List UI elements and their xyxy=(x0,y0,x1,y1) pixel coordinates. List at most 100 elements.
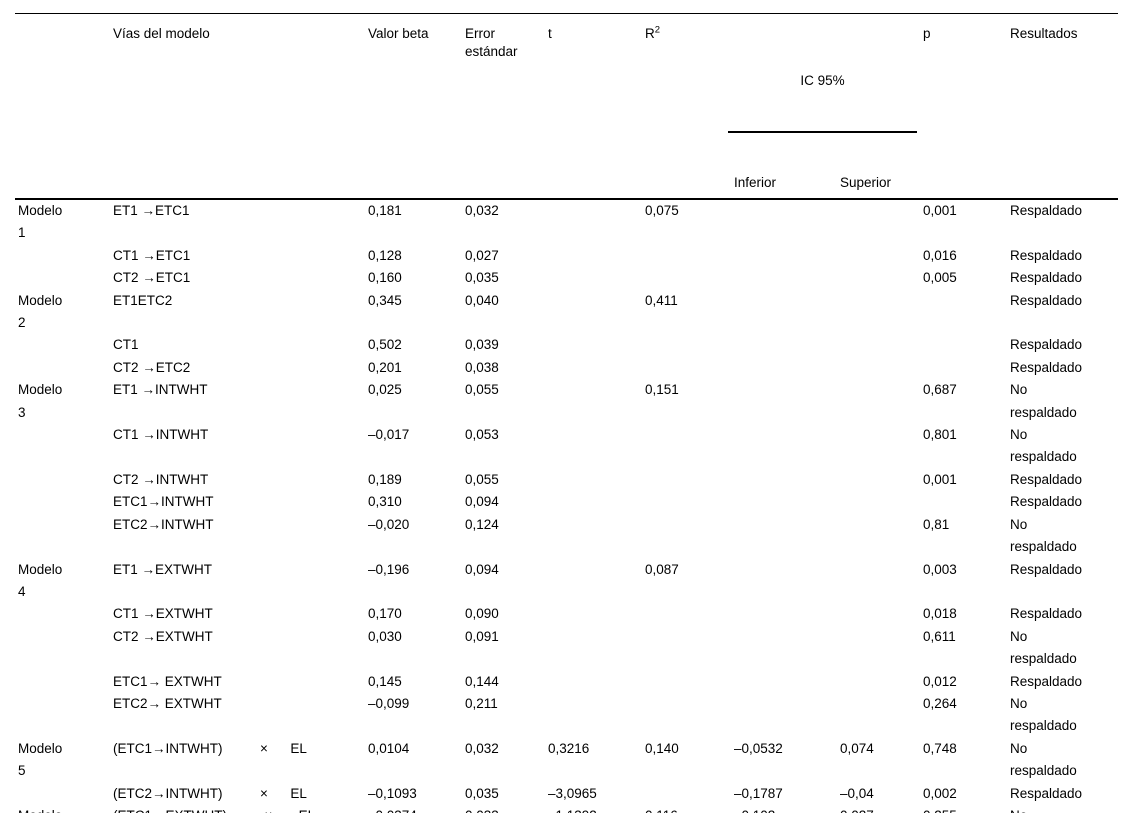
cell-t xyxy=(548,424,645,469)
table-row: CT2 →EXTWHT 0,030 0,091 0,611 No respald… xyxy=(15,626,1118,671)
cell-p: 0,81 xyxy=(923,516,950,532)
cell-modelo: Modelo 1 xyxy=(18,203,63,241)
table-row: CT1 →ETC1 0,128 0,027 0,016 Respaldado xyxy=(15,245,1118,267)
cell-via: ETC2→INTWHT xyxy=(113,516,214,532)
cell-via: CT1 →ETC1 xyxy=(113,247,191,263)
cell-r-squared xyxy=(645,469,734,491)
cell-r-squared: 0,140 xyxy=(645,740,679,756)
cell-via: CT1 xyxy=(113,337,139,353)
cell-valor-beta: –0,0374 xyxy=(368,805,465,813)
results-table: Vías del modelo Valor beta Error estánda… xyxy=(15,13,1118,813)
cell-inferior: –0,0532 xyxy=(734,740,783,756)
cell-t xyxy=(548,267,645,289)
cell-p: 0,018 xyxy=(923,606,957,622)
cell-superior xyxy=(840,626,923,671)
cell-error-estandar: 0,090 xyxy=(465,606,499,622)
cell-t xyxy=(548,603,645,625)
cell-via: ET1ETC2 xyxy=(113,292,173,308)
header-row-sub: Inferior Superior xyxy=(15,169,1118,199)
table-row: ETC2→INTWHT –0,020 0,124 0,81 No respald… xyxy=(15,514,1118,559)
table-row: Modelo 4 ET1 →EXTWHT –0,196 0,094 0,087 … xyxy=(15,559,1118,604)
cell-inferior xyxy=(734,671,840,693)
cell-superior xyxy=(840,245,923,267)
table-row: ETC1→ EXTWHT 0,145 0,144 0,012 Respaldad… xyxy=(15,671,1118,693)
header-row-main: Vías del modelo Valor beta Error estánda… xyxy=(15,14,1118,170)
cell-superior xyxy=(840,603,923,625)
cell-error-estandar: 0,039 xyxy=(465,337,499,353)
cell-valor-beta: 0,030 xyxy=(368,628,402,644)
cell-p: 0,264 xyxy=(923,695,957,711)
cell-resultado: Respaldado xyxy=(1010,292,1083,308)
header-valor-beta: Valor beta xyxy=(368,26,429,41)
cell-r-squared: 0,116 xyxy=(645,805,734,813)
cell-superior xyxy=(840,334,923,356)
cell-inferior xyxy=(734,424,840,469)
cell-inferior: –0,1787 xyxy=(734,785,783,801)
cell-via: CT1 →EXTWHT xyxy=(113,606,213,622)
ic95-label: IC 95% xyxy=(800,73,845,88)
cell-valor-beta: –0,196 xyxy=(368,561,410,577)
cell-resultado: Respaldado xyxy=(1010,561,1083,577)
cell-error-estandar: 0,053 xyxy=(465,427,499,443)
cell-superior xyxy=(840,559,923,604)
header-r-squared: R2 xyxy=(645,14,734,170)
cell-valor-beta: 0,502 xyxy=(368,337,402,353)
cell-inferior: –0,102 xyxy=(734,805,840,813)
table-row: ETC2→ EXTWHT –0,099 0,211 0,264 No respa… xyxy=(15,693,1118,738)
cell-valor-beta: 0,170 xyxy=(368,606,402,622)
cell-r-squared: 0,151 xyxy=(645,382,679,398)
cell-resultado: No respaldado xyxy=(1010,805,1118,813)
cell-r-squared xyxy=(645,424,734,469)
cell-resultado: Respaldado xyxy=(1010,471,1083,487)
cell-error-estandar: 0,035 xyxy=(465,785,499,801)
cell-superior xyxy=(840,671,923,693)
header-superior: Superior xyxy=(840,175,892,190)
cell-via: (ETC2→INTWHT) × EL xyxy=(113,785,307,801)
cell-t: –3,0965 xyxy=(548,785,597,801)
cell-modelo xyxy=(15,514,113,559)
header-vias-del-modelo: Vías del modelo xyxy=(113,26,210,41)
cell-via: CT1 →INTWHT xyxy=(113,427,209,443)
cell-via: (ETC1→INTWHT) × EL xyxy=(113,740,307,756)
cell-p: 0,005 xyxy=(923,270,957,286)
ic95-underline xyxy=(728,131,917,133)
cell-p: 0,687 xyxy=(923,382,957,398)
r-squared-base: R xyxy=(645,26,655,41)
table-body: Modelo 1 ET1 →ETC1 0,181 0,032 0,075 0,0… xyxy=(15,199,1118,813)
cell-p: 0,611 xyxy=(923,628,956,644)
cell-t xyxy=(548,491,645,513)
cell-modelo: Modelo 5 xyxy=(18,740,63,779)
cell-modelo xyxy=(15,357,113,379)
cell-modelo xyxy=(15,626,113,671)
cell-resultado: No respaldado xyxy=(1010,382,1077,420)
cell-p: 0,255 xyxy=(923,805,1010,813)
cell-error-estandar: 0,032 xyxy=(465,740,499,756)
cell-t xyxy=(548,469,645,491)
cell-superior xyxy=(840,514,923,559)
table-row: CT2 →ETC2 0,201 0,038 Respaldado xyxy=(15,357,1118,379)
table-row: (ETC2→INTWHT) × EL –0,1093 0,035 –3,0965… xyxy=(15,783,1118,805)
table-row: ETC1→INTWHT 0,310 0,094 Respaldado xyxy=(15,491,1118,513)
cell-t: –1,1392 xyxy=(548,805,645,813)
cell-modelo xyxy=(15,469,113,491)
cell-error-estandar: 0,040 xyxy=(465,292,499,308)
cell-modelo xyxy=(15,267,113,289)
cell-valor-beta: –0,020 xyxy=(368,516,410,532)
cell-inferior xyxy=(734,514,840,559)
cell-t xyxy=(548,693,645,738)
cell-t: 0,3216 xyxy=(548,740,590,756)
cell-inferior xyxy=(734,199,840,245)
r-squared-exponent: 2 xyxy=(654,24,661,36)
cell-superior xyxy=(840,290,923,335)
cell-t xyxy=(548,245,645,267)
cell-error-estandar: 0,094 xyxy=(465,561,499,577)
header-p: p xyxy=(923,26,931,41)
cell-p xyxy=(923,491,1010,513)
cell-resultado: Respaldado xyxy=(1010,359,1083,375)
cell-resultado: No respaldado xyxy=(1010,628,1077,667)
header-inferior: Inferior xyxy=(734,175,777,190)
cell-error-estandar: 0,055 xyxy=(465,382,499,398)
cell-via: ET1 →EXTWHT xyxy=(113,561,213,577)
cell-r-squared xyxy=(645,626,734,671)
